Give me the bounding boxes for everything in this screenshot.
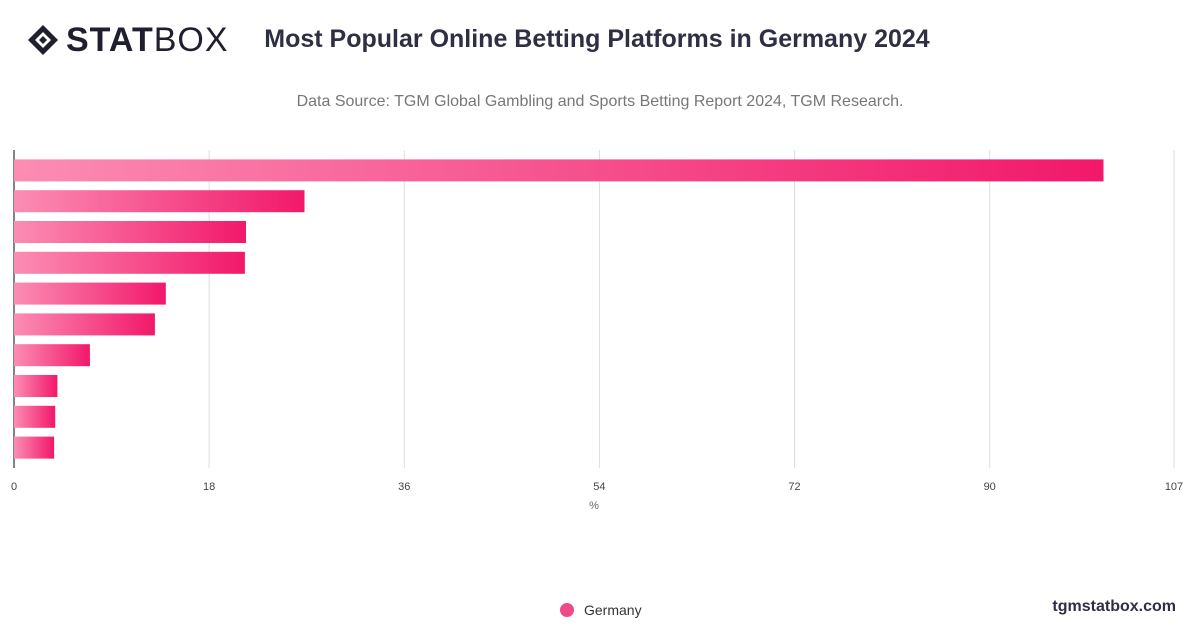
bar[interactable]: [14, 313, 155, 336]
x-tick-label: 18: [203, 481, 215, 493]
bars: [14, 159, 1104, 459]
x-axis-label: %: [589, 500, 599, 512]
logo-text-bold: STAT: [66, 21, 154, 59]
bar[interactable]: [14, 436, 55, 459]
bar[interactable]: [14, 190, 305, 213]
x-tick-label: 54: [593, 481, 605, 493]
statbox-logo: STATBOX: [26, 22, 229, 58]
x-tick-label: 107: [1165, 481, 1183, 493]
x-tick-label: 90: [984, 481, 996, 493]
chart-subtitle: Data Source: TGM Global Gambling and Spo…: [296, 93, 904, 110]
x-tick-label: 0: [11, 481, 17, 493]
legend[interactable]: Germany: [560, 602, 642, 618]
x-axis-ticks: 0 18 36 54 72 90 107: [11, 481, 1183, 493]
bar[interactable]: [14, 251, 245, 274]
x-tick-label: 72: [788, 481, 800, 493]
bar[interactable]: [14, 282, 166, 305]
x-tick-label: 36: [398, 481, 410, 493]
logo-text: STATBOX: [66, 22, 229, 58]
logo-text-light: BOX: [153, 21, 229, 59]
statbox-diamond-icon: [28, 25, 58, 55]
bar[interactable]: [14, 375, 58, 397]
bar[interactable]: [14, 159, 1104, 182]
legend-label: Germany: [584, 602, 642, 618]
chart-title: Most Popular Online Betting Platforms in…: [264, 25, 930, 53]
bar[interactable]: [14, 405, 56, 428]
legend-marker-icon: [560, 603, 574, 617]
bar[interactable]: [14, 221, 246, 243]
bar[interactable]: [14, 344, 90, 367]
bar-chart: 0 18 36 54 72 90 107 %: [11, 150, 1183, 512]
watermark: tgmstatbox.com: [1052, 598, 1176, 615]
